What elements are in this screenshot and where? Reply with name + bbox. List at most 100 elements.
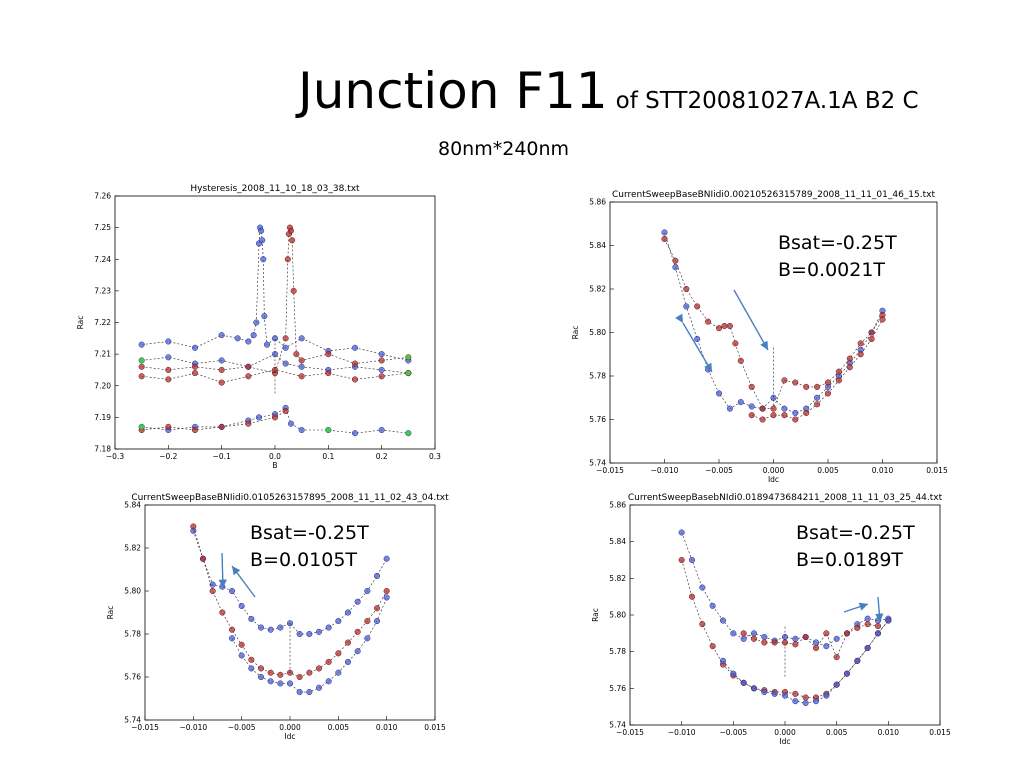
data-point-red <box>138 373 145 380</box>
note-b-value: B=0.0189T <box>796 549 904 571</box>
data-point-blue <box>354 648 361 655</box>
data-point-blue <box>699 584 706 591</box>
y-tick-label: 7.19 <box>94 413 111 422</box>
data-point-red <box>740 630 747 637</box>
data-point-red <box>191 426 199 434</box>
note-chart-1: Bsat=-0.25T B=0.0021T <box>778 230 897 284</box>
y-axis-label: Rac <box>76 316 85 330</box>
data-point-blue <box>277 624 284 631</box>
data-point-blue <box>874 630 882 637</box>
plot-frame <box>609 201 938 464</box>
annotation-arrow <box>218 552 227 589</box>
annotation-arrow <box>675 313 713 373</box>
x-tick-label: 0.0 <box>269 452 281 461</box>
data-point-red <box>770 405 777 412</box>
data-point-red <box>199 555 207 562</box>
data-point-red <box>284 256 291 263</box>
note-b-value: B=0.0105T <box>250 549 358 571</box>
x-tick-label: 0.010 <box>872 466 894 475</box>
data-point-red <box>864 621 871 628</box>
data-point-red <box>823 630 830 637</box>
data-point-red <box>812 644 820 652</box>
y-tick-label: 5.84 <box>589 241 606 250</box>
data-point-blue <box>296 689 303 696</box>
data-point-blue <box>843 670 851 677</box>
data-point-blue <box>315 684 323 691</box>
x-tick-label: 0.015 <box>929 728 951 737</box>
y-tick-label: 5.74 <box>589 459 606 468</box>
data-point-blue <box>165 354 172 361</box>
data-point-red <box>298 357 305 364</box>
data-point-red <box>761 639 768 646</box>
data-point-red <box>287 227 295 234</box>
data-point-blue <box>802 699 809 707</box>
current-sweep-chart-1: CurrentSweepBaseBNIidi0.00210526315789_2… <box>571 190 948 484</box>
data-point-blue <box>885 617 892 624</box>
data-point-red <box>165 366 172 373</box>
data-point-red <box>824 379 832 386</box>
data-point-red <box>282 335 289 342</box>
data-point-red <box>715 325 723 332</box>
data-point-red <box>325 658 332 665</box>
x-tick-label: 0.015 <box>424 723 446 732</box>
series-line <box>193 530 387 635</box>
data-point-red <box>351 376 359 383</box>
y-tick-label: 7.23 <box>94 286 111 295</box>
y-tick-label: 5.82 <box>124 544 141 553</box>
data-point-blue <box>191 344 199 351</box>
data-point-blue <box>833 635 840 642</box>
slide-subtitle: 80nm*240nm <box>438 138 570 160</box>
data-point-red <box>750 635 758 642</box>
title-main: Junction F11 <box>298 62 608 120</box>
x-tick-label: −0.015 <box>596 466 624 475</box>
note-b-value: B=0.0021T <box>778 259 886 281</box>
data-point-blue <box>351 430 359 437</box>
x-tick-label: −0.010 <box>179 723 207 732</box>
data-point-red <box>846 355 853 362</box>
y-tick-label: 7.20 <box>94 381 111 390</box>
data-point-green <box>405 354 411 360</box>
data-point-red <box>165 376 172 383</box>
data-point-blue <box>277 680 284 687</box>
data-point-blue <box>325 624 332 631</box>
data-point-red <box>218 366 225 373</box>
data-point-red <box>277 671 284 678</box>
x-tick-label: −0.005 <box>705 466 733 475</box>
data-point-blue <box>344 609 352 616</box>
data-point-red <box>190 523 197 530</box>
data-point-red <box>364 618 371 625</box>
data-point-blue <box>296 630 303 638</box>
x-tick-label: −0.1 <box>213 452 231 461</box>
x-tick-label: −0.010 <box>668 728 696 737</box>
data-point-blue <box>335 618 342 625</box>
data-point-blue <box>354 598 361 605</box>
data-point-red <box>293 351 300 358</box>
data-point-red <box>248 656 255 663</box>
data-point-blue <box>298 363 305 370</box>
data-point-red <box>325 351 332 358</box>
y-tick-label: 7.21 <box>94 350 111 359</box>
data-point-blue <box>298 426 305 434</box>
x-tick-label: 0.005 <box>817 466 839 475</box>
data-point-blue <box>238 652 245 659</box>
data-point-red <box>325 370 332 377</box>
data-point-blue <box>138 341 145 348</box>
data-point-blue <box>258 227 265 234</box>
data-point-red <box>267 669 274 676</box>
data-point-red <box>792 641 799 648</box>
data-point-blue <box>306 630 313 638</box>
x-tick-label: 0.005 <box>826 728 848 737</box>
data-point-red <box>814 401 821 408</box>
data-point-red <box>683 285 690 293</box>
note-chart-2: Bsat=-0.25T B=0.0105T <box>250 520 369 574</box>
annotation-arrow <box>231 565 256 598</box>
data-point-red <box>732 340 739 347</box>
data-point-blue <box>248 615 255 622</box>
data-point-red <box>759 416 766 423</box>
data-point-blue <box>719 617 727 624</box>
x-tick-label: 0.005 <box>328 723 350 732</box>
data-point-blue <box>257 673 265 681</box>
data-point-blue <box>823 692 830 699</box>
data-point-blue <box>209 581 216 588</box>
data-point-red <box>802 633 809 641</box>
